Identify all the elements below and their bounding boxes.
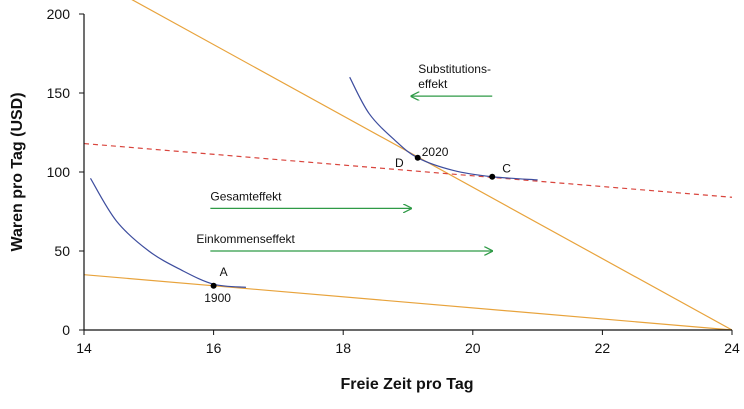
y-axis-title: Waren pro Tag (USD) [9, 92, 26, 251]
lines-layer [84, 0, 733, 330]
budget-line-1900 [84, 274, 733, 330]
budget-line-2020 [131, 0, 733, 330]
y-tick-label: 200 [47, 6, 71, 22]
x-tick-label: 14 [76, 340, 92, 356]
effect-label: Gesamteffekt [210, 189, 282, 203]
compensated-budget-line [84, 142, 733, 198]
y-tick-label: 100 [47, 164, 71, 180]
point-year-label: 2020 [422, 145, 449, 159]
x-axis-title: Freie Zeit pro Tag [340, 376, 473, 393]
marks-layer: A 1900 D 2020 C Substitutions-effekt Gesamteff… [196, 62, 511, 305]
point-year-label: 1900 [204, 291, 231, 305]
indifference-curve-a [89, 178, 247, 288]
y-tick-label: 150 [47, 85, 71, 101]
point-c [489, 173, 496, 180]
y-tick-label: 0 [62, 322, 70, 338]
x-tick-label: 22 [595, 340, 611, 356]
y-tick-label: 50 [54, 243, 70, 259]
x-tick-label: 16 [206, 340, 222, 356]
point-a [210, 282, 217, 289]
point-d [414, 154, 421, 161]
effect-label: Einkommenseffekt [196, 232, 295, 246]
effect-label: Substitutions- [418, 62, 491, 76]
x-tick-label: 20 [465, 340, 481, 356]
point-label: D [395, 156, 404, 170]
effect-label-line2: effekt [418, 77, 448, 91]
point-label: C [502, 162, 511, 176]
axes-layer: 14 16 18 20 22 24 0 50 100 150 200 [47, 6, 740, 356]
x-tick-label: 18 [335, 340, 351, 356]
point-label: A [220, 265, 228, 279]
x-tick-label: 24 [724, 340, 740, 356]
